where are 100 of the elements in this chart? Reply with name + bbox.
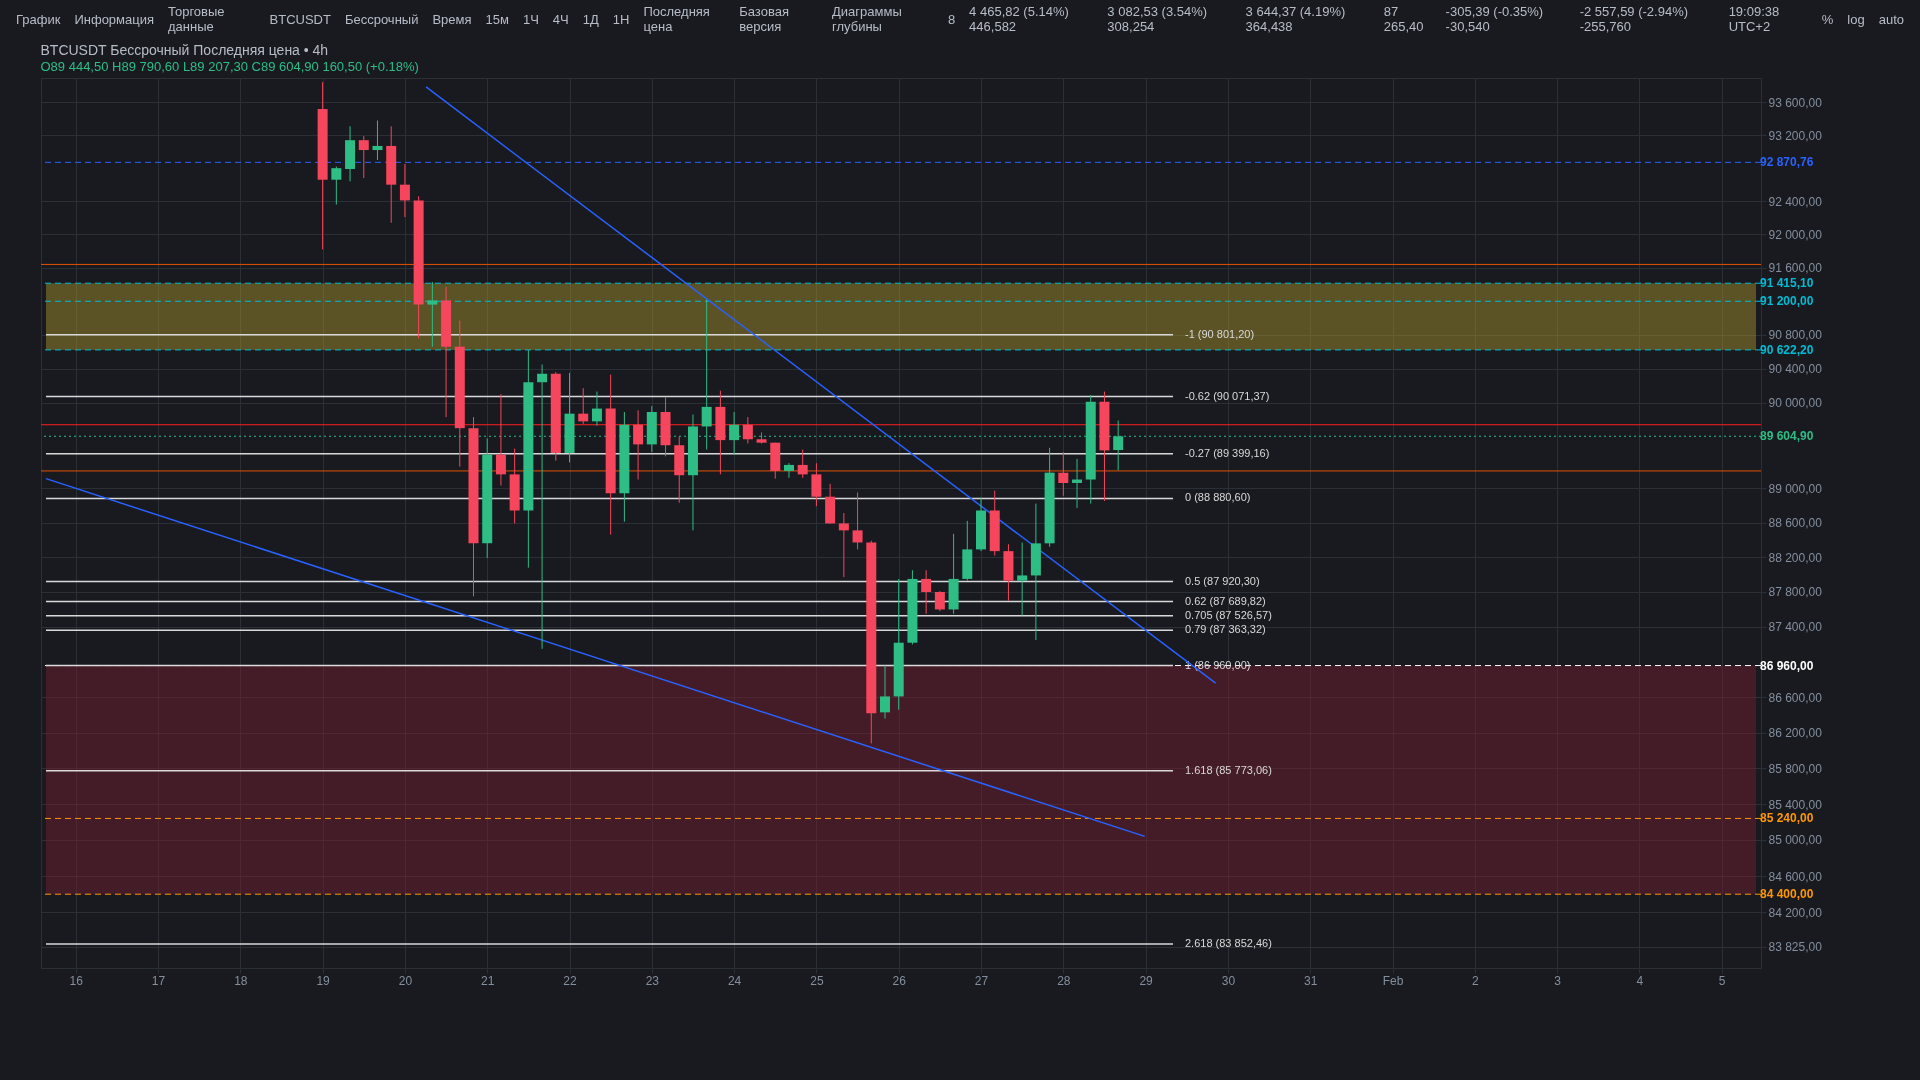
candlestick — [742, 416, 753, 445]
text: Время — [432, 11, 472, 27]
chart-title: BTCUSDT Бессрочный Последняя цена • 4h — [40, 42, 329, 58]
x-tick-label: 2 — [1471, 973, 1479, 988]
ref-line-label: 86 960,00 — [1760, 658, 1814, 673]
text: Информация — [74, 11, 155, 27]
x-tick-label: 16 — [69, 973, 84, 988]
y-tick-label: 89 000,00 — [1768, 481, 1823, 496]
candlestick — [797, 449, 808, 479]
x-tick-label: 26 — [892, 973, 907, 988]
text: -305,39 (-0.35%) -30,540 — [1445, 4, 1545, 34]
ref-line-label: 91 415,10 — [1760, 276, 1814, 291]
chart-subtitle: O89 444,50 H89 790,60 L89 207,30 C89 604,90 160,50 (+0.18%) — [40, 59, 419, 74]
candlestick — [783, 462, 794, 479]
text: 87 265,40 — [1383, 4, 1425, 34]
ref-line-label: 89 604,90 — [1760, 429, 1814, 444]
x-tick-label: 24 — [727, 973, 742, 988]
y-tick-label: 88 200,00 — [1768, 550, 1823, 565]
x-tick-label: 25 — [810, 973, 824, 988]
text: График — [16, 11, 61, 27]
ref-line-label: 0.705 (87 526,57) — [1185, 608, 1272, 621]
x-tick-label: 22 — [563, 973, 578, 988]
text: auto — [1878, 11, 1904, 27]
y-tick-label: 92 400,00 — [1768, 194, 1823, 209]
text: 1Ч — [522, 11, 539, 27]
x-tick-label: 5 — [1718, 973, 1726, 988]
candlestick — [934, 590, 945, 612]
ref-line-label: -0.27 (89 399,16) — [1185, 446, 1270, 459]
ref-line-label: 92 870,76 — [1760, 155, 1814, 170]
ref-line-label: 0.62 (87 689,82) — [1185, 594, 1266, 607]
y-tick-label: 93 200,00 — [1768, 128, 1823, 143]
text: -2 557,59 (-2.94%) -255,760 — [1579, 4, 1690, 34]
ref-line-label: -1 (90 801,20) — [1185, 327, 1255, 340]
text: log — [1847, 11, 1865, 27]
candlestick — [591, 391, 602, 427]
y-tick-label: 91 600,00 — [1768, 261, 1823, 276]
x-tick-label: 30 — [1221, 973, 1236, 988]
y-tick-label: 93 600,00 — [1768, 95, 1823, 110]
ref-line-label: 84 400,00 — [1760, 887, 1814, 902]
ref-line-label: 91 200,00 — [1760, 294, 1814, 309]
x-tick-label: 23 — [645, 973, 660, 988]
y-tick-label: 86 200,00 — [1768, 726, 1823, 741]
text: 1Д — [582, 11, 599, 27]
text: Торговые данные — [168, 4, 226, 34]
candlestick — [811, 462, 822, 507]
x-tick-label: 20 — [398, 973, 413, 988]
ref-line-label: 1.618 (85 773,06) — [1185, 763, 1272, 776]
x-tick-label: 21 — [481, 973, 495, 988]
candlestick — [578, 387, 589, 425]
candlestick — [880, 665, 890, 720]
x-tick-label: 3 — [1554, 973, 1562, 988]
y-tick-label: 88 600,00 — [1768, 516, 1823, 531]
candlestick — [633, 409, 644, 481]
candlestick — [399, 163, 410, 218]
ref-line-label: 90 622,20 — [1760, 342, 1814, 357]
x-tick-label: 4 — [1636, 973, 1644, 988]
text: Последняя цена — [643, 4, 711, 34]
text: BTCUSDT — [269, 11, 331, 27]
text: 3 082,53 (3.54%) 308,254 — [1107, 4, 1209, 34]
text: 19:09:38 UTC+2 — [1728, 4, 1781, 34]
candlestick — [495, 393, 506, 487]
text: 8 — [947, 11, 956, 27]
text: 4 465,82 (5.14%) 446,582 — [969, 4, 1070, 34]
y-tick-label: 83 825,00 — [1768, 940, 1823, 955]
text: 4Ч — [552, 11, 569, 27]
ref-line-label: 0.5 (87 920,30) — [1185, 574, 1260, 587]
x-tick-label: 27 — [974, 973, 989, 988]
y-tick-label: 87 800,00 — [1768, 585, 1823, 600]
ref-line-label: 0 (88 880,60) — [1185, 491, 1251, 504]
y-tick-label: 86 600,00 — [1768, 690, 1823, 705]
candlestick — [1058, 451, 1069, 497]
candlestick — [372, 119, 383, 161]
x-tick-label: 19 — [316, 973, 331, 988]
x-tick-label: Feb — [1382, 973, 1404, 988]
y-tick-label: 87 400,00 — [1768, 620, 1823, 635]
text: Диаграммы глубины — [832, 4, 903, 34]
y-tick-label: 92 000,00 — [1768, 227, 1823, 242]
candlestick — [358, 135, 369, 179]
x-tick-label: 31 — [1304, 973, 1318, 988]
candlestick — [852, 491, 863, 550]
text: Базовая версия — [739, 4, 790, 34]
y-tick-label: 85 800,00 — [1768, 761, 1823, 776]
text: 1Н — [612, 11, 630, 27]
candlestick — [1017, 541, 1028, 617]
y-tick-label: 84 200,00 — [1768, 905, 1823, 920]
text: 3 644,37 (4.19%) 364,438 — [1245, 4, 1347, 34]
candlestick — [331, 166, 342, 206]
x-tick-label: 29 — [1139, 973, 1154, 988]
text: Бессрочный — [344, 11, 419, 27]
x-tick-label: 17 — [151, 973, 166, 988]
x-tick-label: 18 — [234, 973, 248, 988]
text: % — [1821, 11, 1834, 27]
y-tick-label: 90 400,00 — [1768, 362, 1823, 377]
x-tick-label: 28 — [1057, 973, 1071, 988]
y-tick-label: 85 000,00 — [1768, 833, 1823, 848]
y-tick-label: 90 800,00 — [1768, 328, 1823, 343]
candlestick — [838, 512, 849, 578]
ref-line-label: 2.618 (83 852,46) — [1185, 937, 1272, 950]
y-tick-label: 90 000,00 — [1768, 396, 1823, 411]
candlestick — [921, 569, 932, 615]
